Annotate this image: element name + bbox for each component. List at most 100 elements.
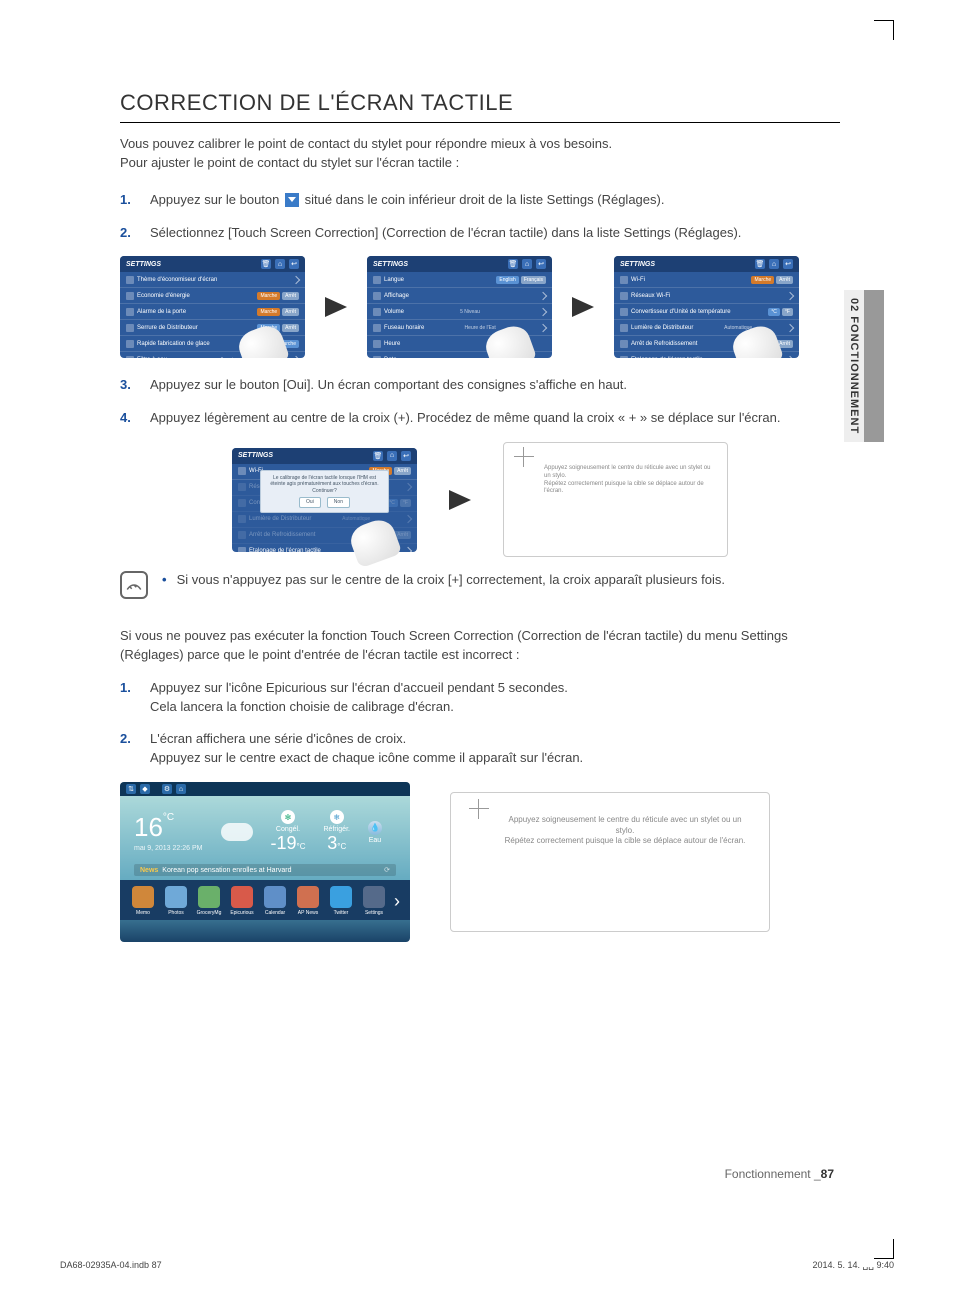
home-icon[interactable]: ⌂	[769, 259, 779, 269]
setting-label: Arrêt de Refroidissement	[249, 532, 315, 538]
app-icon	[264, 886, 286, 908]
app-label: Epicurious	[229, 910, 255, 916]
back-icon[interactable]: ↩	[536, 259, 546, 269]
intro-line2: Pour ajuster le point de contact du styl…	[120, 155, 459, 170]
toggle-b[interactable]: Français	[521, 276, 546, 284]
step4-text: Appuyez légèrement au centre de la croix…	[150, 409, 840, 428]
app-icon	[231, 886, 253, 908]
apps-next-icon[interactable]: ›	[394, 891, 400, 912]
toggle-a[interactable]: °C	[768, 308, 780, 316]
home-and-calib-row: ⇅ ◆ ⚙ ⌂ 16°C mai 9, 2013 22:26 PM ✻ Cong…	[120, 782, 840, 942]
app-label: GroceryMg	[196, 910, 222, 916]
setting-icon	[620, 324, 628, 332]
trash-icon[interactable]: 🗑	[755, 259, 765, 269]
settings-panel: SETTINGS🗑⌂↩Wi-FiMarcheArrêtRéseaux Wi-Fi…	[614, 256, 799, 358]
app-epicurious[interactable]: Epicurious	[229, 886, 255, 916]
wifi-icon: ⇅	[126, 784, 136, 794]
arrow-icon	[572, 297, 594, 317]
crop-mark-top-right	[874, 20, 894, 40]
setting-label: Lumière de Distributeur	[249, 516, 311, 522]
weather-cloud-icon	[221, 823, 253, 841]
confirm-dialog: Le calibrage de l'écran tactile lorsque …	[260, 470, 389, 513]
toggle-off[interactable]: Arrêt	[776, 276, 793, 284]
app-ap news[interactable]: AP News	[295, 886, 321, 916]
toggle-on[interactable]: Marche	[257, 308, 280, 316]
app-calendar[interactable]: Calendar	[262, 886, 288, 916]
news-refresh-icon[interactable]: ⟳	[384, 866, 390, 874]
toggle-on[interactable]: Marche	[257, 292, 280, 300]
home-icon[interactable]: ⌂	[387, 451, 397, 461]
dialog-yes-button[interactable]: Oui	[299, 497, 321, 508]
app-photos[interactable]: Photos	[163, 886, 189, 916]
bullet-dot: •	[162, 571, 167, 590]
step1-text: Appuyez sur le bouton situé dans le coin…	[150, 191, 840, 210]
app-icon	[297, 886, 319, 908]
news-text: Korean pop sensation enrolles at Harvard	[162, 867, 291, 874]
intro-text: Vous pouvez calibrer le point de contact…	[120, 135, 840, 173]
app-icon	[165, 886, 187, 908]
settings-row[interactable]: Volume5 Niveau	[367, 304, 552, 320]
trash-icon[interactable]: 🗑	[373, 451, 383, 461]
toggle-b[interactable]: °F	[400, 499, 411, 507]
note-text: Si vous n'appuyez pas sur le centre de l…	[177, 571, 725, 590]
settings-row[interactable]: Convertisseur d'Unité de température°C°F	[614, 304, 799, 320]
note-block: • Si vous n'appuyez pas sur le centre de…	[120, 571, 840, 599]
indd-timestamp: 2014. 5. 14. ␣␣ 9:40	[813, 1260, 894, 1271]
setting-icon	[126, 276, 134, 284]
toggle-b[interactable]: Arrêt	[282, 324, 299, 332]
freezer-icon: ✻	[281, 810, 295, 824]
setting-icon	[620, 292, 628, 300]
settings-row[interactable]: Réseaux Wi-Fi	[614, 288, 799, 304]
setting-icon	[238, 531, 246, 539]
setting-icon	[373, 340, 381, 348]
freezer-col[interactable]: ✻ Congél. -19°C	[271, 810, 306, 854]
chevron-right-icon	[404, 547, 412, 552]
toggle-off[interactable]: Arrêt	[282, 308, 299, 316]
app-settings[interactable]: Settings	[361, 886, 387, 916]
settings-row[interactable]: LangueEnglishFrançais	[367, 272, 552, 288]
chapter-tab: 02 FONCTIONNEMENT	[844, 290, 884, 442]
setting-icon	[620, 276, 628, 284]
settings-row[interactable]: Economie d'énergieMarcheArrêt	[120, 288, 305, 304]
calibration-instructions-large: Appuyez soigneusement le centre du rétic…	[501, 815, 749, 846]
app-twitter[interactable]: Twitter	[328, 886, 354, 916]
dialog-and-calib-row: SETTINGS🗑⌂↩Wi-FiMarcheArrêtRéseaux Wi-Fi…	[120, 442, 840, 557]
app-label: Twitter	[328, 910, 354, 916]
toggle-on[interactable]: Marche	[751, 276, 774, 284]
setting-label: Fuseau horaire	[384, 325, 424, 331]
app-memo[interactable]: Memo	[130, 886, 156, 916]
app-grocerymg[interactable]: GroceryMg	[196, 886, 222, 916]
water-col[interactable]: 💧 Eau	[368, 821, 382, 844]
back-icon[interactable]: ↩	[401, 451, 411, 461]
toggle-off[interactable]: Arrêt	[282, 292, 299, 300]
settings-row[interactable]: Thème d'économiseur d'écran	[120, 272, 305, 288]
settings-row[interactable]: Alarme de la porteMarcheArrêt	[120, 304, 305, 320]
trash-icon[interactable]: 🗑	[508, 259, 518, 269]
settings-row[interactable]: Wi-FiMarcheArrêt	[614, 272, 799, 288]
outdoor-temp: 16°C mai 9, 2013 22:26 PM	[134, 812, 203, 852]
toggle-b[interactable]: °F	[782, 308, 793, 316]
setting-icon	[373, 292, 381, 300]
panel-title: SETTINGS	[126, 261, 161, 268]
crosshair-icon	[469, 799, 489, 819]
chevron-right-icon	[292, 356, 300, 359]
setting-icon	[126, 356, 134, 359]
home-icon[interactable]: ⌂	[522, 259, 532, 269]
signal-icon: ◆	[140, 784, 150, 794]
setting-icon	[126, 292, 134, 300]
toggle-a[interactable]: English	[496, 276, 518, 284]
dialog-no-button[interactable]: Non	[327, 497, 350, 508]
calibration-screen-small: Appuyez soigneusement le centre du rétic…	[503, 442, 728, 557]
chapter-tab-stub	[864, 290, 884, 442]
step-num: 1.	[120, 679, 150, 717]
settings-row[interactable]: Affichage	[367, 288, 552, 304]
home-icon[interactable]: ⌂	[275, 259, 285, 269]
setting-icon	[238, 515, 246, 523]
trash-icon[interactable]: 🗑	[261, 259, 271, 269]
back-icon[interactable]: ↩	[289, 259, 299, 269]
step-num: 2.	[120, 730, 150, 768]
fridge-col[interactable]: ❄ Réfrigér. 3°C	[324, 810, 350, 854]
arrow-icon	[449, 490, 471, 510]
back-icon[interactable]: ↩	[783, 259, 793, 269]
toggle-off[interactable]: Arrêt	[394, 467, 411, 475]
